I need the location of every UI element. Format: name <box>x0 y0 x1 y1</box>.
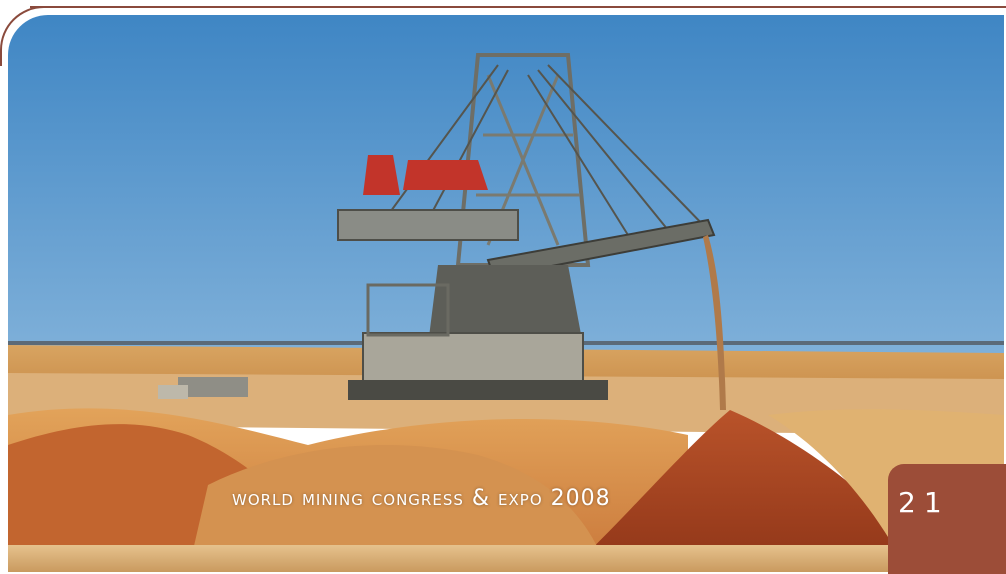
caption-text: WORLD MINING CONGRESS & EXPO 2008 <box>232 486 611 511</box>
page-number: 21 <box>898 486 950 519</box>
frame-top-rule <box>30 6 1006 8</box>
reclaimer-machine <box>158 53 716 400</box>
page-number-badge <box>888 464 1006 574</box>
